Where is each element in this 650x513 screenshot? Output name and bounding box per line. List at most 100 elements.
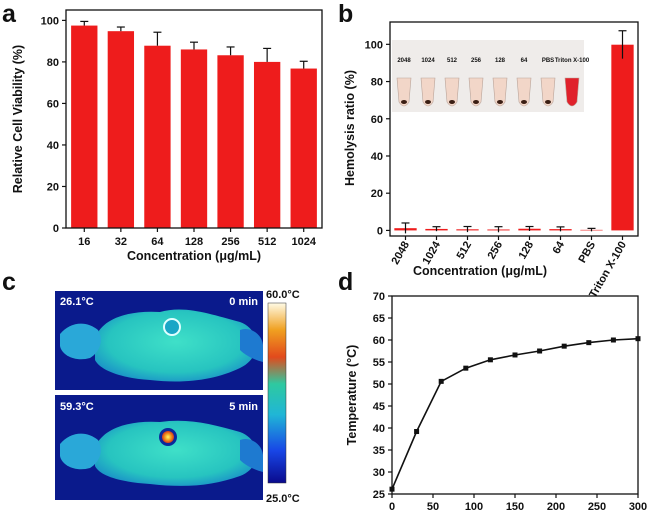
chart-b-y-tick: 0 — [377, 225, 383, 237]
tube-64 — [516, 77, 532, 107]
panel-letter-b: b — [338, 0, 353, 28]
chart-d-y-tick: 35 — [373, 445, 385, 457]
chart-a-y-tick: 80 — [47, 57, 59, 69]
chart-d-y-tick: 70 — [373, 291, 385, 303]
thermal-color-scale — [267, 302, 287, 484]
chart-a-bar — [180, 49, 208, 229]
chart-a-bar — [144, 45, 171, 228]
chart-d-point — [389, 486, 395, 492]
thermal-bottom-temperature: 59.3°C — [60, 401, 94, 413]
chart-d-point — [512, 352, 518, 358]
chart-d-x-tick: 200 — [547, 501, 565, 513]
chart-d-x-tick: 250 — [588, 501, 606, 513]
thermal-scale-max: 60.0°C — [266, 289, 300, 301]
chart-a-x-tick: 256 — [221, 236, 239, 248]
chart-a-y-tick: 40 — [47, 140, 59, 152]
tube-label: 256 — [471, 58, 482, 64]
chart-a-bar — [107, 31, 135, 229]
chart-b-x-axis-label: Concentration (μg/mL) — [413, 264, 547, 278]
chart-d-y-axis-label: Temperature (°C) — [345, 345, 359, 446]
chart-b-hemolysis: 2048 1024 512 256 128 64 PBS Triton X-100 02040… — [343, 21, 639, 300]
tube-128 — [492, 77, 508, 107]
chart-d-point — [487, 357, 493, 363]
chart-d-point — [463, 365, 469, 371]
chart-d-point — [414, 429, 420, 435]
chart-d-x-tick: 300 — [629, 501, 647, 513]
chart-d-y-tick: 65 — [373, 313, 385, 325]
chart-b-y-tick: 80 — [371, 77, 383, 89]
chart-d-y-tick: 50 — [373, 379, 385, 391]
chart-a-bar — [290, 68, 317, 228]
chart-b-x-tick: PBS — [576, 240, 598, 266]
chart-b-y-tick: 40 — [371, 151, 383, 163]
tube-label: 512 — [447, 58, 458, 64]
chart-b-y-tick: 60 — [371, 114, 383, 126]
chart-d-points — [389, 336, 641, 492]
tube-label: 2048 — [397, 58, 411, 64]
chart-a-x-tick: 16 — [78, 236, 90, 248]
chart-d-y-tick: 55 — [373, 357, 385, 369]
panel-letter-d: d — [338, 268, 353, 296]
thermal-top-time: 0 min — [229, 296, 258, 308]
thermal-image-bottom: 59.3°C 5 min — [55, 395, 263, 500]
tube-2048 — [396, 77, 412, 107]
chart-d-point — [586, 340, 592, 346]
panel-letter-c: c — [2, 268, 16, 296]
chart-b-x-tick: 128 — [517, 240, 537, 262]
chart-a-cell-viability: 0 20 40 60 80 100 16 32 64 128 256 512 1024 Concentr… — [11, 9, 323, 263]
chart-a-y-tick: 60 — [47, 98, 59, 110]
tube-label: 64 — [521, 58, 528, 64]
chart-d-x-tick: 50 — [427, 501, 439, 513]
chart-a-bar — [217, 55, 244, 228]
chart-a-x-tick: 512 — [258, 236, 276, 248]
chart-b-y-tick: 100 — [365, 39, 383, 51]
chart-a-bars — [71, 20, 317, 229]
chart-b-bars — [394, 30, 634, 234]
chart-d-point — [561, 343, 567, 349]
chart-b-y-axis-label: Hemolysis ratio (%) — [343, 70, 357, 186]
chart-b-x-tick: 256 — [486, 240, 506, 262]
tube-1024 — [420, 77, 436, 107]
chart-d-axes: 25 30 35 40 45 50 55 60 65 70 0 50 100 150 200 250 300 — [373, 291, 647, 513]
chart-a-y-tick: 100 — [41, 15, 59, 27]
chart-d-x-tick: 0 — [389, 501, 395, 513]
chart-b-x-tick: 2048 — [389, 240, 412, 267]
chart-d-point — [635, 336, 641, 342]
chart-a-axes: 0 20 40 60 80 100 16 32 64 128 256 512 1024 — [41, 9, 323, 248]
chart-d-x-tick: 150 — [506, 501, 524, 513]
thermal-bottom-time: 5 min — [229, 401, 258, 413]
tube-256 — [468, 77, 484, 107]
chart-a-x-tick: 128 — [185, 236, 203, 248]
chart-b-x-tick: 64 — [551, 239, 568, 256]
thermal-image-top: 26.1°C 0 min — [55, 291, 263, 390]
tube-pbs — [540, 77, 556, 107]
chart-d-y-tick: 30 — [373, 467, 385, 479]
tube-label: PBS — [542, 58, 554, 64]
thermal-top-temperature: 26.1°C — [60, 296, 94, 308]
chart-a-y-axis-label: Relative Cell Viability (%) — [11, 45, 25, 193]
chart-d-point — [537, 348, 543, 354]
chart-a-bar — [71, 25, 98, 229]
tubes-photo-background — [392, 40, 584, 112]
tube-512 — [444, 77, 460, 107]
chart-d-y-tick: 40 — [373, 423, 385, 435]
chart-a-x-tick: 32 — [115, 236, 127, 248]
chart-d-temperature-curve: 25 30 35 40 45 50 55 60 65 70 0 50 100 150 200 250 300 T… — [345, 291, 647, 513]
chart-d-point — [438, 378, 444, 384]
tube-label: Triton X-100 — [555, 58, 590, 64]
chart-a-y-tick: 0 — [53, 223, 59, 235]
chart-d-temperature-line — [391, 337, 639, 490]
chart-d-y-tick: 45 — [373, 401, 385, 413]
thermal-images: 26.1°C 0 min 59.3°C 5 min 60.0°C 25.0°C — [55, 289, 300, 505]
chart-b-y-tick: 20 — [371, 188, 383, 200]
chart-a-bar — [253, 61, 281, 229]
chart-b-bar — [611, 44, 634, 231]
thermal-scale-min: 25.0°C — [266, 493, 300, 505]
chart-b-x-tick: 1024 — [420, 239, 443, 267]
chart-d-x-tick: 100 — [465, 501, 483, 513]
tube-triton-x-100 — [564, 77, 580, 107]
chart-a-x-axis-label: Concentration (μg/mL) — [127, 249, 261, 263]
chart-a-x-tick: 1024 — [291, 236, 316, 248]
tube-label: 1024 — [421, 58, 435, 64]
